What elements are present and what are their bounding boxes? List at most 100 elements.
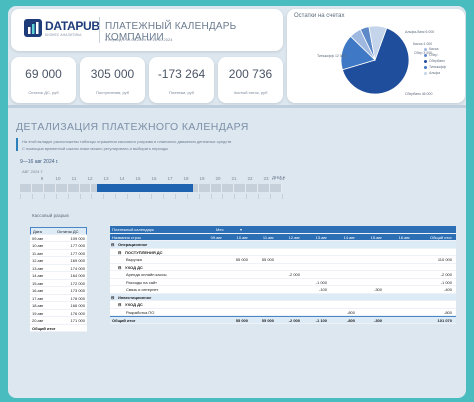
timeline-subtick <box>79 194 81 199</box>
column-header[interactable]: Остаток ДС <box>57 229 79 234</box>
pivot-row[interactable]: ⊟ УХОД ДС <box>110 301 456 309</box>
column-header[interactable]: 16.авг <box>398 234 410 240</box>
pie-slice[interactable] <box>368 25 388 62</box>
value-cell <box>358 264 382 272</box>
column-header[interactable]: 15.авг <box>370 234 382 240</box>
column-header[interactable]: 13.авг <box>315 234 327 240</box>
value-cell <box>303 271 327 279</box>
table-row[interactable]: 15.авг 172 000 <box>30 280 87 287</box>
timeline-tick: 22 <box>247 176 253 181</box>
legend-item[interactable]: Тинькофф <box>424 64 446 70</box>
value-cell: -1 000 <box>440 279 452 285</box>
collapse-toggle-icon[interactable]: ⊟ <box>111 294 115 300</box>
collapse-toggle-icon[interactable]: ⊟ <box>111 242 115 247</box>
pivot-corner: Платежный календарь <box>112 227 155 232</box>
value-cell <box>276 249 300 257</box>
pivot-total-row[interactable]: Общий итог 55 000 55 000 -2 000 -1 100 -800 -3… <box>110 316 456 324</box>
table-row[interactable]: 09.авг 109 000 <box>30 235 87 242</box>
column-header[interactable]: Дата <box>33 229 42 234</box>
timeline-day-segment[interactable] <box>187 184 199 192</box>
pie-slice[interactable] <box>341 27 410 95</box>
balance-cell: 174 000 <box>70 265 85 271</box>
timeline-tick: 20 <box>215 176 221 181</box>
row-label: Выручка <box>126 257 142 262</box>
value-cell <box>198 317 222 325</box>
timeline-tick: 9 <box>40 176 44 181</box>
value-cell <box>198 286 222 294</box>
table-row[interactable]: 17.авг 178 000 <box>30 295 87 302</box>
column-header[interactable]: 09.авг <box>210 234 222 240</box>
legend-item[interactable]: Касса <box>424 46 446 52</box>
timeline-day-segment[interactable] <box>20 184 32 192</box>
value-cell <box>386 241 410 249</box>
pivot-row[interactable]: ⊟ Инвестиционное <box>110 293 456 302</box>
table-row[interactable]: 12.авг 169 000 <box>30 257 87 265</box>
timeline-day-segment[interactable] <box>246 184 259 192</box>
legend-item[interactable]: Сбер <box>424 52 446 58</box>
timeline-subtick <box>282 194 283 199</box>
pivot-row[interactable]: Разработка ПО -800 -800 <box>110 308 456 317</box>
column-header[interactable]: 10.авг <box>236 234 248 240</box>
legend-item[interactable]: Альфа <box>424 70 446 76</box>
filter-dropdown-icon[interactable]: ▾ <box>239 227 242 232</box>
value-cell <box>250 301 274 309</box>
timeline-subtick <box>103 194 105 199</box>
legend-item[interactable]: Сбербанк <box>424 58 446 64</box>
value-cell: -1 100 <box>315 318 327 323</box>
month-filter[interactable]: Мес <box>216 227 224 232</box>
column-header[interactable]: 12.авг <box>288 234 300 240</box>
timeline-unit-dropdown[interactable]: ДНИ ▾ <box>272 175 286 180</box>
timeline-subtick <box>115 194 117 199</box>
timeline-subtick <box>234 194 236 199</box>
column-header[interactable]: Общий итог <box>430 234 452 240</box>
value-cell <box>224 286 248 294</box>
timeline-day-segment[interactable] <box>32 184 44 192</box>
pivot-row[interactable]: Расходы на сайт -1 000 -1 000 <box>110 278 456 286</box>
pivot-row[interactable]: ⊟ ПОСТУПЛЕНИЯ ДС <box>110 248 456 257</box>
table-row[interactable]: 13.авг 174 000 <box>30 265 87 272</box>
table-row[interactable]: 11.авг 177 000 <box>30 250 87 257</box>
timeline-day-segment[interactable] <box>211 184 223 192</box>
timeline-day-segment[interactable] <box>258 184 271 192</box>
table-row[interactable]: 18.авг 166 000 <box>30 302 87 310</box>
pivot-row[interactable]: Связь и интернет -100 -300 -400 <box>110 286 456 294</box>
timeline-day-segment[interactable] <box>199 184 211 192</box>
table-row[interactable]: 10.авг 177 000 <box>30 242 87 250</box>
column-header[interactable]: 11.авг <box>262 234 274 240</box>
value-cell <box>198 271 222 279</box>
pivot-row[interactable]: Аренда онлайн кассы -2 000 -2 000 <box>110 271 456 279</box>
column-header[interactable]: 14.авг <box>343 234 355 240</box>
timeline-day-segment[interactable] <box>234 184 247 192</box>
value-cell <box>224 309 248 317</box>
timeline-slider[interactable] <box>20 184 282 192</box>
timeline-selection[interactable] <box>97 184 193 192</box>
timeline-day-segment[interactable] <box>44 184 56 192</box>
timeline-day-segment[interactable] <box>56 184 68 192</box>
pivot-row[interactable]: ⊟ УХОД ДС <box>110 263 456 272</box>
kpi-receipts: 305 000 Поступления, руб <box>80 57 145 103</box>
row-labels-header[interactable]: Названия строк <box>112 234 141 240</box>
timeline-subtick <box>151 194 152 199</box>
pie-legend: Касса Сбер Сбербанк Тинькофф Альфа <box>424 46 446 76</box>
pivot-row[interactable]: Выручка 55 000 55 000 110 000 <box>110 256 456 264</box>
table-row[interactable]: 20.авг 171 000 <box>30 317 87 325</box>
table-header: Дата Остаток ДС <box>30 227 87 235</box>
timeline-day-segment[interactable] <box>222 184 235 192</box>
timeline-day-segment[interactable] <box>68 184 80 192</box>
pivot-header-filter: Платежный календарь Мес ▾ <box>110 226 456 234</box>
collapse-toggle-icon[interactable]: ⊟ <box>118 264 122 270</box>
pivot-row[interactable]: ⊟ Операционное <box>110 241 456 249</box>
pie-card: Остатки на счетах Альфа-банк 6 000 Касса … <box>287 9 465 103</box>
page-title: ПЛАТЕЖНЫЙ КАЛЕНДАРЬ КОМПАНИИ <box>105 21 237 43</box>
timeline-day-segment[interactable] <box>80 184 92 192</box>
collapse-toggle-icon[interactable]: ⊟ <box>118 302 122 307</box>
value-cell <box>198 294 222 302</box>
table-row[interactable]: 14.авг 164 000 <box>30 272 87 280</box>
value-cell <box>250 294 274 302</box>
timeline-day-segment[interactable] <box>270 184 282 192</box>
value-cell <box>276 241 300 249</box>
kpi-label: Остаток ДС, руб <box>28 90 59 95</box>
table-row[interactable]: 16.авг 173 000 <box>30 287 87 295</box>
collapse-toggle-icon[interactable]: ⊟ <box>118 249 122 255</box>
table-row[interactable]: 19.авг 176 000 <box>30 310 87 317</box>
